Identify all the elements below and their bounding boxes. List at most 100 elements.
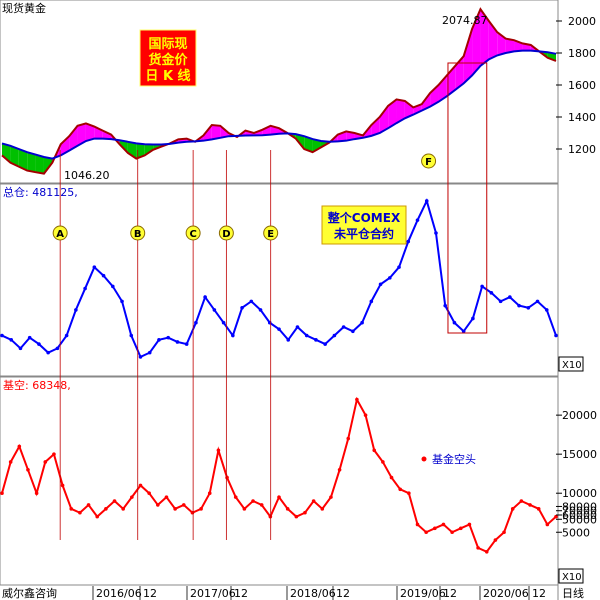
price-series-layer bbox=[1, 7, 557, 175]
short-point bbox=[528, 503, 532, 507]
oi-point bbox=[175, 340, 180, 344]
oi-point bbox=[332, 333, 337, 338]
oi-point bbox=[498, 299, 503, 304]
short-point bbox=[407, 491, 411, 496]
oi-point bbox=[157, 338, 161, 342]
annot-line-2: 货金价 bbox=[148, 52, 188, 68]
marker-a-badge bbox=[52, 225, 68, 241]
short-point bbox=[337, 467, 342, 472]
short-point bbox=[86, 503, 91, 507]
price-ma-fill bbox=[304, 136, 313, 153]
oi-point bbox=[424, 199, 429, 203]
oi-point bbox=[369, 299, 374, 304]
oi-point bbox=[535, 299, 540, 304]
short-point bbox=[398, 487, 402, 492]
short-point bbox=[207, 491, 212, 496]
short-point bbox=[519, 499, 524, 503]
short-point bbox=[8, 460, 13, 464]
marker-label: C bbox=[189, 229, 196, 240]
oi-point bbox=[526, 305, 531, 310]
oi-point bbox=[388, 276, 392, 280]
price-ma-fill bbox=[77, 123, 86, 146]
short-point bbox=[536, 507, 541, 511]
oi-point bbox=[194, 320, 198, 325]
oi-tick-label: 50000 bbox=[562, 513, 597, 526]
short-point bbox=[147, 491, 151, 496]
short-tick-label: 10000 bbox=[562, 487, 597, 500]
oi-annotation-box: 整个COMEX 未平仓合约 bbox=[321, 205, 407, 245]
oi-point bbox=[471, 316, 475, 321]
oi-point bbox=[83, 286, 87, 291]
short-point bbox=[458, 526, 463, 531]
oi-tick-label: 80000 bbox=[562, 500, 597, 513]
short-point bbox=[311, 499, 316, 503]
marker-e-badge bbox=[263, 225, 279, 241]
oi-point bbox=[101, 273, 106, 278]
oi-tick-label: 60000 bbox=[562, 509, 597, 522]
marker-label: F bbox=[425, 157, 432, 168]
price-ma-fill bbox=[480, 9, 489, 66]
short-point bbox=[329, 495, 333, 499]
price-ma-fill bbox=[102, 130, 112, 140]
x-tick-label: 12 bbox=[234, 587, 248, 600]
short-tick-label: 20000 bbox=[562, 409, 597, 422]
oi-point bbox=[443, 303, 448, 308]
min-price-label: 1046.20 bbox=[64, 169, 110, 182]
max-price-label: 2074.87 bbox=[442, 14, 488, 27]
price-ma-fill bbox=[127, 141, 137, 159]
price-ma-fill bbox=[85, 123, 95, 141]
price-tick-label: 1800 bbox=[568, 47, 596, 60]
price-title: 现货黄金 bbox=[2, 1, 46, 15]
short-point bbox=[130, 495, 134, 499]
short-point bbox=[285, 507, 290, 511]
short-point bbox=[389, 475, 394, 480]
short-point bbox=[95, 514, 100, 519]
price-ma-fill bbox=[60, 136, 70, 156]
oi-point bbox=[286, 338, 291, 342]
oi-point bbox=[27, 335, 32, 340]
marker-label: A bbox=[56, 229, 64, 240]
short-panel bbox=[0, 376, 559, 586]
short-point bbox=[78, 510, 82, 515]
short-point bbox=[104, 507, 108, 511]
x-tick-label: 12 bbox=[443, 587, 457, 600]
short-point bbox=[216, 448, 221, 453]
oi-annot-line-1: 整个COMEX bbox=[327, 210, 401, 225]
oi-point bbox=[55, 346, 60, 351]
price-tick-label: 1600 bbox=[568, 79, 596, 92]
short-title: 基空: 68348, bbox=[3, 378, 71, 392]
price-ma-fill bbox=[27, 152, 36, 173]
short-point bbox=[190, 510, 195, 515]
oi-multiplier-label: X10 bbox=[562, 360, 582, 371]
short-point bbox=[43, 460, 48, 464]
short-point bbox=[294, 514, 299, 519]
x-tick-label: 2019/06 bbox=[400, 587, 446, 600]
oi-point bbox=[351, 329, 355, 334]
short-point bbox=[225, 475, 229, 480]
x-tick-label: 2016/06 bbox=[96, 587, 142, 600]
oi-point bbox=[397, 265, 401, 269]
price-ma-fill bbox=[312, 139, 321, 153]
oi-point bbox=[166, 335, 170, 340]
short-legend-label: 基金空头 bbox=[432, 452, 476, 466]
price-ma-fill bbox=[10, 145, 19, 167]
oi-point bbox=[277, 327, 281, 331]
marker-label: E bbox=[267, 229, 274, 240]
short-point bbox=[450, 530, 454, 535]
short-point bbox=[242, 507, 247, 511]
price-ma-fill bbox=[388, 99, 397, 129]
price-ma-fill bbox=[396, 99, 405, 124]
price-ma-fill bbox=[35, 154, 44, 174]
x-tick-label: 2017/06 bbox=[190, 587, 236, 600]
price-ma-fill bbox=[463, 29, 473, 84]
short-point bbox=[112, 499, 117, 503]
oi-point bbox=[129, 333, 134, 338]
oi-point bbox=[434, 231, 438, 235]
oi-point bbox=[360, 320, 364, 325]
x-tick-label: 2020/06 bbox=[483, 587, 529, 600]
oi-point bbox=[147, 350, 152, 355]
short-point bbox=[199, 507, 203, 511]
short-point bbox=[355, 397, 359, 402]
